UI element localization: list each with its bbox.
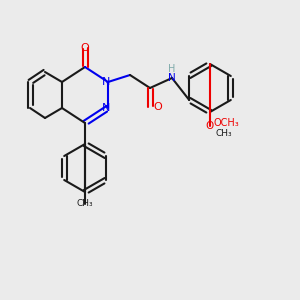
Text: H: H: [168, 64, 176, 74]
Text: N: N: [102, 103, 110, 113]
Text: O: O: [81, 43, 89, 53]
Text: O: O: [206, 121, 214, 131]
Text: N: N: [102, 77, 110, 87]
Text: O: O: [154, 102, 162, 112]
Text: OCH₃: OCH₃: [213, 118, 239, 128]
Text: N: N: [168, 73, 176, 83]
Text: CH₃: CH₃: [216, 130, 232, 139]
Text: CH₃: CH₃: [77, 200, 93, 208]
